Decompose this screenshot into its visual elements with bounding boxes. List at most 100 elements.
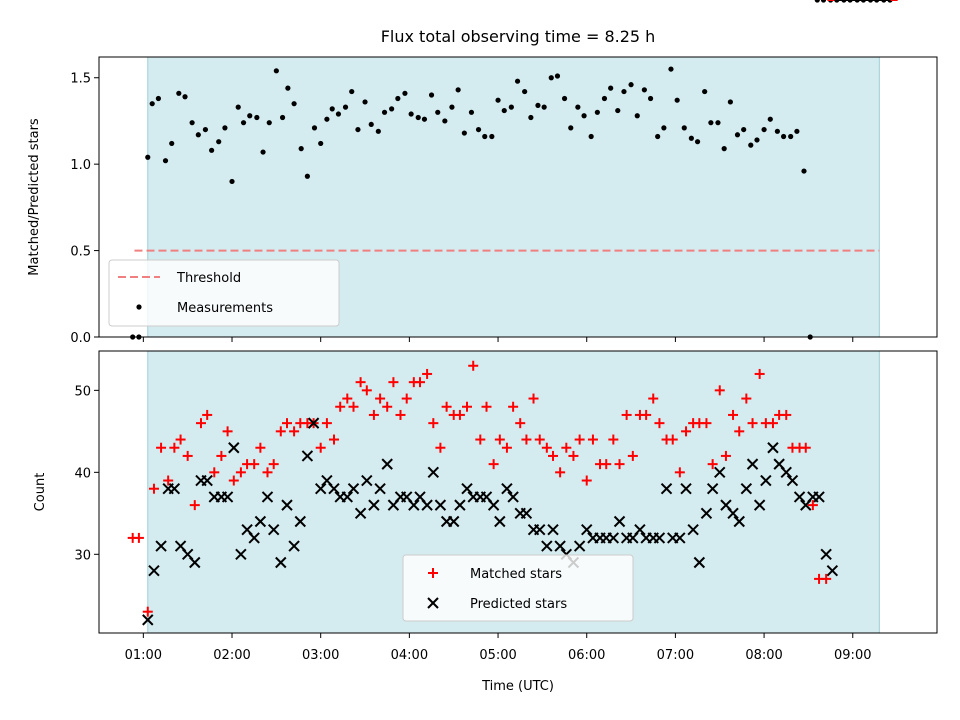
measurement-point	[216, 139, 222, 145]
bottom-y-tick-label: 40	[74, 466, 91, 481]
bottom-x-tick-label: 06:00	[568, 648, 605, 663]
matched-star-point	[355, 377, 366, 388]
predicted-star-point	[294, 515, 307, 528]
measurement-point	[329, 106, 335, 112]
predicted-star-point	[221, 491, 234, 503]
measurement-point	[715, 120, 721, 126]
measurement-point	[495, 97, 501, 103]
measurement-point	[195, 132, 201, 138]
bottom-x-tick-label: 07:00	[657, 648, 694, 663]
matched-star-point	[488, 459, 499, 470]
measurement-point	[615, 107, 621, 114]
predicted-star-point	[235, 548, 247, 561]
top-y-tick-label: 1.0	[70, 158, 91, 173]
matched-star-point	[281, 418, 292, 429]
matched-star-point	[163, 475, 174, 486]
matched-star-point	[654, 418, 665, 429]
measurement-point	[145, 154, 151, 160]
predicted-star-point	[767, 442, 779, 454]
measurement-point	[162, 158, 169, 164]
measurement-point	[240, 120, 247, 126]
top-y-tick-label: 1.5	[70, 72, 91, 87]
bottom-x-tick-label: 05:00	[479, 648, 516, 663]
measurement-point	[721, 146, 727, 152]
matched-star-point	[368, 409, 379, 420]
measurement-point	[235, 104, 241, 110]
top-y-tick-label: 0.0	[70, 331, 91, 346]
measurement-point	[349, 88, 355, 95]
matched-star-point	[195, 418, 206, 429]
matched-star-point	[581, 475, 592, 486]
measurement-point	[189, 120, 195, 126]
matched-star-point	[255, 442, 266, 453]
matched-star-point	[209, 467, 220, 478]
predicted-star-point	[354, 507, 367, 520]
matched-star-point	[235, 467, 246, 478]
measurement-point	[814, 0, 820, 3]
matched-star-point	[608, 434, 619, 445]
matched-star-point	[315, 442, 326, 453]
matched-star-point	[401, 393, 412, 404]
matched-star-point	[189, 500, 200, 511]
measurement-point	[324, 116, 330, 122]
matched-star-point	[428, 418, 439, 429]
matched-star-point	[321, 418, 332, 429]
matched-star-point	[422, 368, 433, 379]
bottom-legend: Matched stars Predicted stars	[402, 554, 634, 622]
top-y-axis-label: Matched/Predicted stars	[27, 118, 42, 276]
matched-star-point	[734, 426, 745, 437]
matched-star-point	[475, 434, 486, 445]
measurement-point	[266, 120, 272, 126]
predicted-star-point	[501, 483, 513, 495]
matched-star-point	[621, 409, 632, 420]
predicted-star-point	[727, 507, 739, 520]
predicted-star-point	[746, 458, 759, 470]
matched-star-point	[528, 393, 539, 404]
predicted-star-point	[753, 499, 766, 511]
predicted-star-point	[281, 499, 293, 511]
predicted-star-point	[613, 515, 626, 528]
predicted-star-point	[700, 507, 713, 520]
predicted-star-point	[634, 524, 646, 536]
measurement-point	[535, 102, 541, 108]
measurement-point	[291, 101, 297, 107]
legend-measurements-label: Measurements	[177, 301, 273, 316]
predicted-star-point	[381, 458, 393, 470]
measurement-point	[661, 125, 667, 131]
measurement-point	[395, 95, 401, 102]
measurement-point	[285, 85, 291, 91]
predicted-star-point	[142, 614, 154, 626]
measurement-point	[311, 125, 318, 131]
measurement-point	[428, 92, 435, 98]
bottom-panel: 30 40 50 01:00 02:00 03:00 04:00 05:00 06:00 07:…	[33, 0, 938, 694]
measurement-point	[748, 142, 754, 148]
measurement-point	[415, 114, 421, 121]
measurement-point	[647, 95, 654, 102]
predicted-star-point	[341, 491, 354, 503]
measurement-point	[298, 146, 304, 152]
measurement-point	[482, 133, 488, 140]
measurement-point	[408, 111, 414, 117]
matched-star-point	[521, 434, 532, 445]
matched-star-point	[741, 393, 752, 404]
predicted-star-point	[674, 532, 686, 544]
matched-star-point	[395, 409, 406, 420]
measurement-point	[176, 90, 182, 96]
matched-star-point	[648, 393, 659, 404]
measurement-point	[202, 126, 209, 133]
matched-star-point	[508, 401, 519, 412]
matched-star-point	[262, 467, 273, 478]
predicted-star-point	[248, 532, 260, 544]
matched-star-point	[462, 401, 473, 412]
top-y-tick-label: 0.5	[70, 245, 91, 260]
measurement-point	[588, 133, 594, 140]
matched-star-point	[674, 467, 685, 478]
matched-star-point	[222, 426, 233, 437]
measurement-point	[222, 125, 228, 131]
predicted-star-point	[454, 499, 466, 511]
matched-star-point	[169, 442, 180, 453]
measurement-point	[581, 113, 587, 119]
measurement-point	[634, 113, 640, 119]
measurement-point	[182, 94, 188, 100]
